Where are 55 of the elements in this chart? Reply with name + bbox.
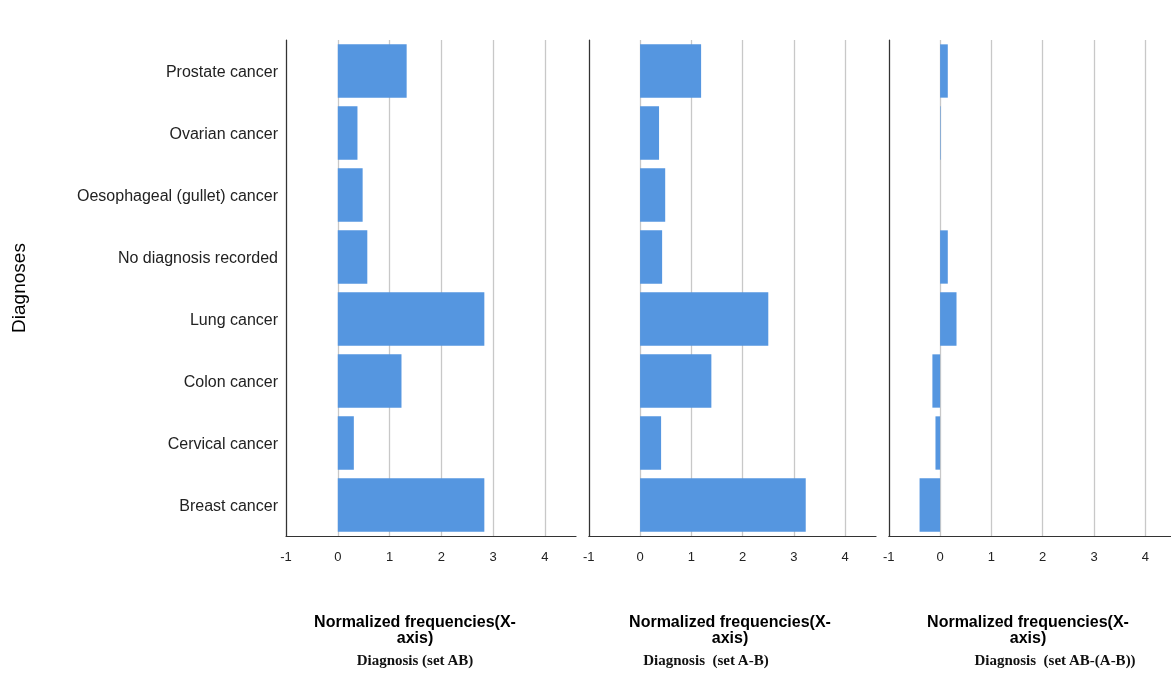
bar: [337, 106, 358, 160]
x-tick-label: 4: [541, 549, 549, 564]
x-tick-label: 4: [1141, 549, 1149, 564]
y-tick-label: Lung cancer: [189, 310, 279, 328]
bar: [640, 354, 712, 408]
x-axis-title: Normalized frequencies(X-axis): [926, 613, 1130, 646]
y-tick-label: Prostate cancer: [165, 62, 279, 80]
x-tick-label: 3: [790, 549, 798, 564]
bar: [640, 230, 663, 284]
bar: [640, 106, 660, 160]
bar: [337, 354, 402, 408]
x-tick-label: 0: [936, 549, 944, 564]
y-tick-label: Cervical cancer: [167, 434, 279, 452]
x-tick-label: 1: [987, 549, 996, 564]
bar: [935, 416, 941, 470]
y-tick-label: No diagnosis recorded: [117, 248, 278, 266]
text: Diagnosis (set AB): [355, 652, 475, 669]
x-tick-label: -1: [883, 549, 895, 564]
y-tick-label: Oesophageal (gullet) cancer: [76, 186, 279, 204]
bar: [337, 478, 485, 532]
x-tick-label: 0: [636, 549, 644, 564]
y-axis-title: Diagnoses: [8, 243, 29, 333]
bar: [337, 44, 407, 98]
x-axis-title: Normalized frequencies(X-axis): [628, 613, 832, 646]
x-tick-label: 2: [1039, 549, 1047, 564]
bar: [940, 44, 948, 98]
bar: [640, 478, 806, 532]
bar: [640, 292, 769, 346]
bar: [940, 230, 948, 284]
bar: [337, 292, 485, 346]
text: Diagnosis (set A-B): [642, 652, 770, 669]
x-tick-label: 0: [334, 549, 342, 564]
text: Diagnosis (set AB-(A-B)): [973, 652, 1137, 669]
x-axis-title: Normalized frequencies(X-axis): [313, 613, 517, 646]
bar: [640, 416, 662, 470]
x-tick-label: -1: [280, 549, 292, 564]
x-tick-label: 1: [687, 549, 695, 564]
x-tick-label: 2: [739, 549, 747, 564]
x-tick-label: 2: [437, 549, 445, 564]
x-tick-label: 1: [385, 549, 394, 564]
x-tick-label: 4: [841, 549, 849, 564]
x-tick-label: 3: [1090, 549, 1098, 564]
y-tick-label: Ovarian cancer: [169, 124, 279, 142]
bar: [940, 292, 957, 346]
bar: [640, 44, 702, 98]
bar: [337, 416, 354, 470]
bar: [932, 354, 941, 408]
bar: [919, 478, 941, 532]
x-tick-label: -1: [583, 549, 595, 564]
y-tick-label: Breast cancer: [179, 496, 279, 514]
bar: [337, 168, 363, 222]
y-tick-label: Colon cancer: [183, 372, 279, 390]
x-tick-label: 3: [489, 549, 497, 564]
bar: [640, 168, 666, 222]
bar: [337, 230, 368, 284]
